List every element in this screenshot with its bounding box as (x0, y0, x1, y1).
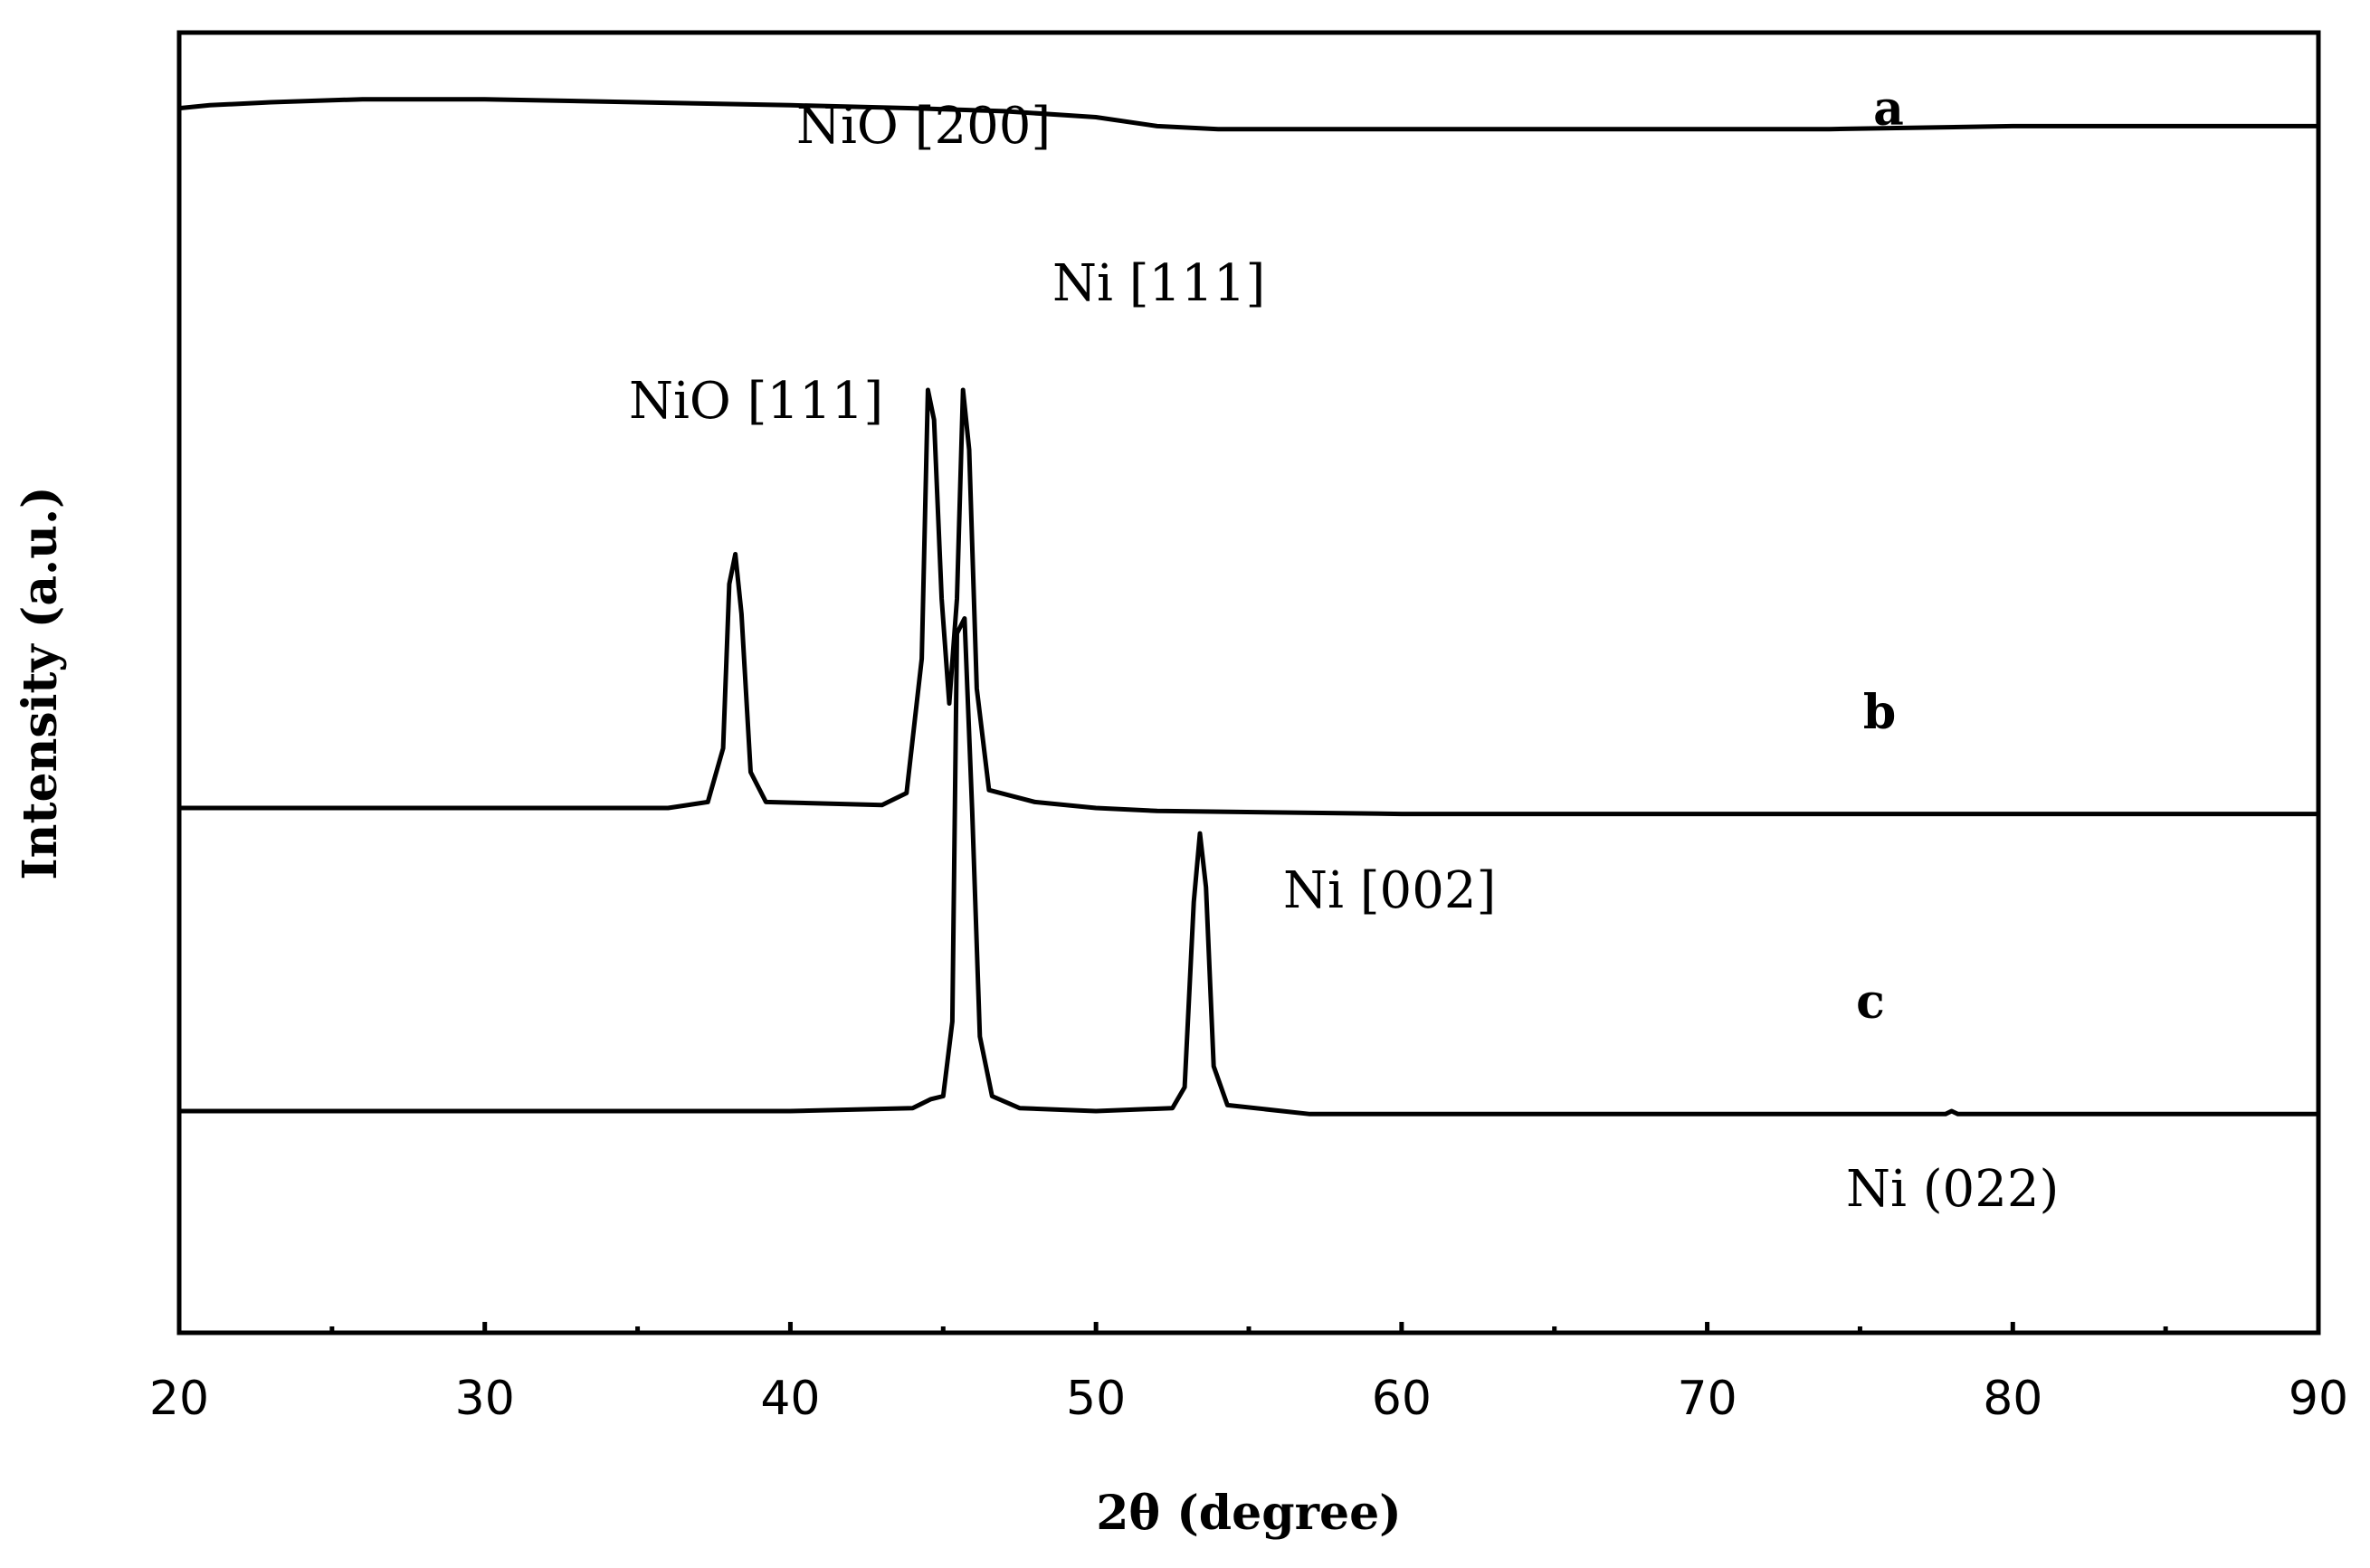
annotation-ni-111: Ni [111] (1052, 254, 1265, 313)
x-axis: 20 30 40 50 60 70 80 90 (149, 1322, 2348, 1426)
series-lines (178, 97, 2318, 1117)
x-tick-label: 40 (760, 1372, 820, 1426)
series-label-a: a (1873, 81, 1904, 137)
series-line-a (178, 97, 2318, 132)
x-tick-label: 70 (1677, 1372, 1737, 1426)
x-tick-label: 90 (2289, 1372, 2348, 1426)
series-label-c: c (1856, 974, 1885, 1030)
x-tick-label: 80 (1983, 1372, 2042, 1426)
annotation-ni-002: Ni [002] (1283, 861, 1496, 920)
series-label-b: b (1863, 685, 1896, 740)
x-tick-label: 20 (149, 1372, 209, 1426)
x-tick-label: 30 (455, 1372, 515, 1426)
x-axis-title: 2θ (degree) (1096, 1486, 1402, 1541)
y-axis-title: Intensity (a.u.) (13, 486, 68, 879)
x-tick-label: 60 (1372, 1372, 1432, 1426)
annotation-nio-200: NiO [200] (796, 97, 1051, 156)
annotation-nio-111: NiO [111] (629, 372, 883, 431)
x-tick-label: 50 (1066, 1372, 1126, 1426)
series-line-c (179, 616, 2318, 1117)
series-line-b (179, 387, 2318, 817)
plot-frame (176, 30, 2321, 1335)
annotation-ni-022: Ni (022) (1846, 1160, 2059, 1219)
